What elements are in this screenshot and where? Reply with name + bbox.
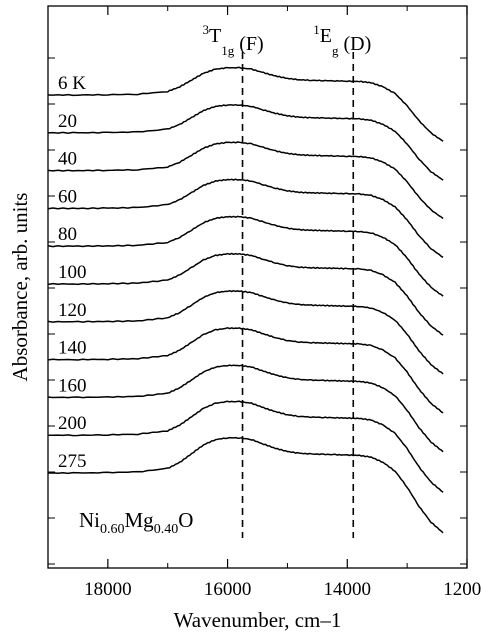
series-curve-9 bbox=[47, 400, 444, 493]
series-label-0: 6 K bbox=[58, 73, 86, 94]
sample-label-part: O bbox=[178, 508, 193, 532]
sample-composition-label: Ni0.60Mg0.40O bbox=[79, 508, 193, 537]
series-label-5: 100 bbox=[58, 262, 87, 283]
ticks-layer bbox=[47, 6, 468, 568]
peak-annotation-0: 3T1g (F) bbox=[203, 22, 264, 58]
x-tick-label-2: 14000 bbox=[324, 579, 372, 600]
series-curve-5 bbox=[47, 252, 444, 336]
sample-label-part: Ni bbox=[79, 508, 100, 532]
series-curve-7 bbox=[47, 327, 444, 414]
series-curve-8 bbox=[47, 364, 444, 453]
sample-label-part: 0.60 bbox=[100, 522, 125, 537]
series-label-4: 80 bbox=[58, 224, 77, 245]
tick-labels-layer: 18000 16000 14000 12000 bbox=[84, 579, 482, 600]
peak-annotation-part: g bbox=[332, 43, 339, 58]
sample-label-part: Mg bbox=[125, 508, 155, 532]
series-label-10: 275 bbox=[58, 451, 87, 472]
series-curve-2 bbox=[47, 141, 444, 220]
peak-annotation-part: E bbox=[320, 25, 332, 47]
sample-label-part: 0.40 bbox=[154, 522, 179, 537]
series-label-1: 20 bbox=[58, 111, 77, 132]
y-axis-label: Absorbance, arb. units bbox=[8, 193, 32, 382]
peak-annotation-part: (F) bbox=[234, 33, 263, 55]
peak-annotation-1: 1Eg (D) bbox=[313, 22, 371, 58]
x-axis-label: Wavenumber, cm–1 bbox=[174, 608, 342, 632]
peak-annotation-part: 3 bbox=[203, 22, 210, 37]
plot-frame bbox=[47, 5, 468, 569]
x-tick-label-0: 18000 bbox=[84, 579, 132, 600]
peak-annotation-part: 1 bbox=[313, 22, 320, 37]
peak-annotation-part: 1g bbox=[221, 43, 235, 58]
series-curve-6 bbox=[47, 289, 444, 375]
series-label-6: 120 bbox=[58, 300, 87, 321]
series-curve-3 bbox=[47, 178, 444, 259]
series-labels-layer: 6 K 20 40 60 80 100 120 140 160 200 275 bbox=[58, 73, 87, 472]
series-layer bbox=[47, 66, 444, 534]
peak-annotation-part: (D) bbox=[338, 33, 371, 55]
peak-annotation-part: T bbox=[209, 25, 221, 47]
series-label-2: 40 bbox=[58, 149, 77, 170]
annotation-layer: 3T1g (F)1Eg (D) bbox=[203, 22, 371, 538]
series-curve-10 bbox=[47, 436, 444, 534]
series-label-3: 60 bbox=[58, 186, 77, 207]
series-curve-0 bbox=[47, 66, 444, 142]
series-label-7: 140 bbox=[58, 338, 87, 359]
series-curve-4 bbox=[47, 215, 444, 297]
series-curve-1 bbox=[47, 103, 444, 181]
x-tick-label-3: 12000 bbox=[443, 579, 482, 600]
series-label-9: 200 bbox=[58, 413, 87, 434]
series-label-8: 160 bbox=[58, 375, 87, 396]
x-tick-label-1: 16000 bbox=[204, 579, 252, 600]
